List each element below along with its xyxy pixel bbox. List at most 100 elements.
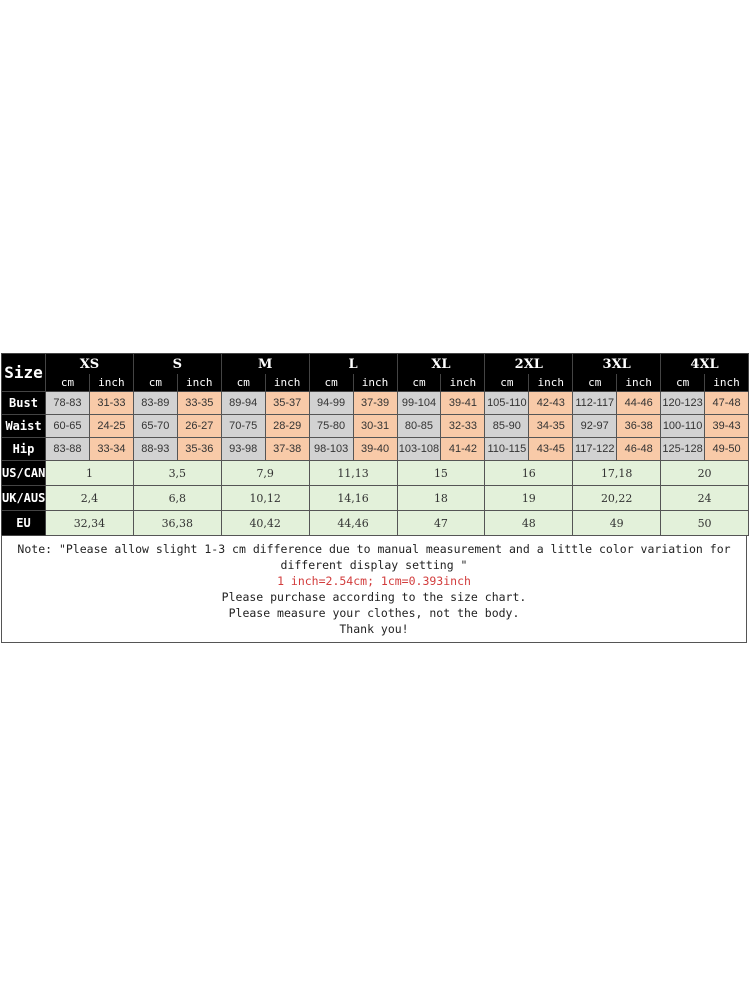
cm-cell: 105-110 bbox=[484, 391, 530, 415]
conversion-cell: 36,38 bbox=[132, 510, 222, 536]
cm-cell: 80-85 bbox=[396, 414, 442, 438]
conversion-cell: 32,34 bbox=[45, 510, 134, 536]
inch-cell: 33-34 bbox=[88, 437, 134, 461]
inch-unit-label: inch bbox=[352, 374, 398, 392]
size-2xl-header: 2XL bbox=[484, 353, 574, 374]
size-chart-table: Size XS S M L XL 2XL 3XL 4XL cm inch cm inch cm inch cm… bbox=[1, 353, 749, 536]
cm-cell: 89-94 bbox=[220, 391, 266, 415]
conversion-cell: 15 bbox=[396, 460, 486, 486]
cm-cell: 70-75 bbox=[220, 414, 266, 438]
inch-unit-label: inch bbox=[440, 374, 486, 392]
conversion-cell: 20,22 bbox=[572, 485, 662, 511]
cm-cell: 75-80 bbox=[308, 414, 354, 438]
cm-cell: 98-103 bbox=[308, 437, 354, 461]
row-label: Waist bbox=[1, 414, 46, 438]
size-m-header: M bbox=[220, 353, 310, 374]
inch-cell: 41-42 bbox=[440, 437, 486, 461]
cm-cell: 65-70 bbox=[132, 414, 178, 438]
conversion-cell: 10,12 bbox=[220, 485, 310, 511]
conversion-cell: 6,8 bbox=[132, 485, 222, 511]
cm-cell: 83-88 bbox=[45, 437, 90, 461]
conversion-cell: 11,13 bbox=[308, 460, 398, 486]
inch-cell: 43-45 bbox=[528, 437, 574, 461]
size-s-header: S bbox=[132, 353, 222, 374]
inch-cell: 35-37 bbox=[264, 391, 310, 415]
cm-cell: 103-108 bbox=[396, 437, 442, 461]
conversion-cell: 2,4 bbox=[45, 485, 134, 511]
inch-unit-label: inch bbox=[264, 374, 310, 392]
conversion-cell: 48 bbox=[484, 510, 574, 536]
cm-unit-label: cm bbox=[484, 374, 530, 392]
conversion-cell: 40,42 bbox=[220, 510, 310, 536]
note-line: Thank you! bbox=[339, 622, 409, 636]
conversion-cell: 7,9 bbox=[220, 460, 310, 486]
inch-cell: 37-39 bbox=[352, 391, 398, 415]
inch-cell: 34-35 bbox=[528, 414, 574, 438]
inch-unit-label: inch bbox=[528, 374, 574, 392]
inch-cell: 44-46 bbox=[616, 391, 662, 415]
note-line: Note: "Please allow slight 1-3 cm differ… bbox=[17, 542, 731, 556]
cm-unit-label: cm bbox=[572, 374, 618, 392]
table-row-bust: Bust 78-83 31-33 83-89 33-35 89-94 35-37 94-99 3… bbox=[1, 391, 749, 415]
row-label: EU bbox=[1, 510, 46, 536]
inch-cell: 36-38 bbox=[616, 414, 662, 438]
note-line: Please purchase according to the size ch… bbox=[221, 590, 527, 604]
cm-cell: 92-97 bbox=[572, 414, 618, 438]
cm-cell: 112-117 bbox=[572, 391, 618, 415]
cm-cell: 93-98 bbox=[220, 437, 266, 461]
inch-cell: 39-43 bbox=[704, 414, 749, 438]
conversion-cell: 14,16 bbox=[308, 485, 398, 511]
note-line: Please measure your clothes, not the bod… bbox=[228, 606, 520, 620]
conversion-cell: 3,5 bbox=[132, 460, 222, 486]
cm-unit-label: cm bbox=[45, 374, 90, 392]
inch-cell: 49-50 bbox=[704, 437, 749, 461]
inch-cell: 31-33 bbox=[88, 391, 134, 415]
cm-cell: 110-115 bbox=[484, 437, 530, 461]
inch-unit-label: inch bbox=[88, 374, 134, 392]
cm-cell: 60-65 bbox=[45, 414, 90, 438]
row-label: Bust bbox=[1, 391, 46, 415]
note-line: different display setting " bbox=[280, 558, 468, 572]
inch-cell: 32-33 bbox=[440, 414, 486, 438]
cm-cell: 117-122 bbox=[572, 437, 618, 461]
inch-cell: 33-35 bbox=[176, 391, 222, 415]
conversion-cell: 18 bbox=[396, 485, 486, 511]
conversion-cell: 49 bbox=[572, 510, 662, 536]
conversion-cell: 24 bbox=[660, 485, 749, 511]
size-4xl-header: 4XL bbox=[660, 353, 749, 374]
unit-conversion-note: 1 inch=2.54cm; 1cm=0.393inch bbox=[277, 574, 471, 588]
row-label: Hip bbox=[1, 437, 46, 461]
cm-unit-label: cm bbox=[132, 374, 178, 392]
cm-unit-label: cm bbox=[396, 374, 442, 392]
table-row-conversion: UK/AUS 2,4 6,8 10,12 14,16 18 19 20,22 24 bbox=[1, 485, 749, 511]
size-xs-header: XS bbox=[45, 353, 134, 374]
conversion-cell: 16 bbox=[484, 460, 574, 486]
row-label: UK/AUS bbox=[1, 485, 46, 511]
cm-unit-label: cm bbox=[660, 374, 706, 392]
cm-cell: 94-99 bbox=[308, 391, 354, 415]
conversion-cell: 50 bbox=[660, 510, 749, 536]
inch-cell: 28-29 bbox=[264, 414, 310, 438]
inch-cell: 39-40 bbox=[352, 437, 398, 461]
table-row-hip: Hip 83-88 33-34 88-93 35-36 93-98 37-38 98-103 3… bbox=[1, 437, 749, 461]
cm-cell: 125-128 bbox=[660, 437, 706, 461]
cm-cell: 100-110 bbox=[660, 414, 706, 438]
cm-unit-label: cm bbox=[220, 374, 266, 392]
conversion-cell: 17,18 bbox=[572, 460, 662, 486]
inch-cell: 37-38 bbox=[264, 437, 310, 461]
inch-cell: 42-43 bbox=[528, 391, 574, 415]
inch-unit-label: inch bbox=[616, 374, 662, 392]
inch-unit-label: inch bbox=[704, 374, 749, 392]
cm-cell: 85-90 bbox=[484, 414, 530, 438]
conversion-cell: 19 bbox=[484, 485, 574, 511]
note-box: Note: "Please allow slight 1-3 cm differ… bbox=[1, 535, 747, 643]
size-3xl-header: 3XL bbox=[572, 353, 662, 374]
size-xl-header: XL bbox=[396, 353, 486, 374]
inch-cell: 35-36 bbox=[176, 437, 222, 461]
inch-cell: 24-25 bbox=[88, 414, 134, 438]
inch-cell: 39-41 bbox=[440, 391, 486, 415]
size-l-header: L bbox=[308, 353, 398, 374]
cm-cell: 78-83 bbox=[45, 391, 90, 415]
cm-cell: 88-93 bbox=[132, 437, 178, 461]
cm-cell: 120-123 bbox=[660, 391, 706, 415]
